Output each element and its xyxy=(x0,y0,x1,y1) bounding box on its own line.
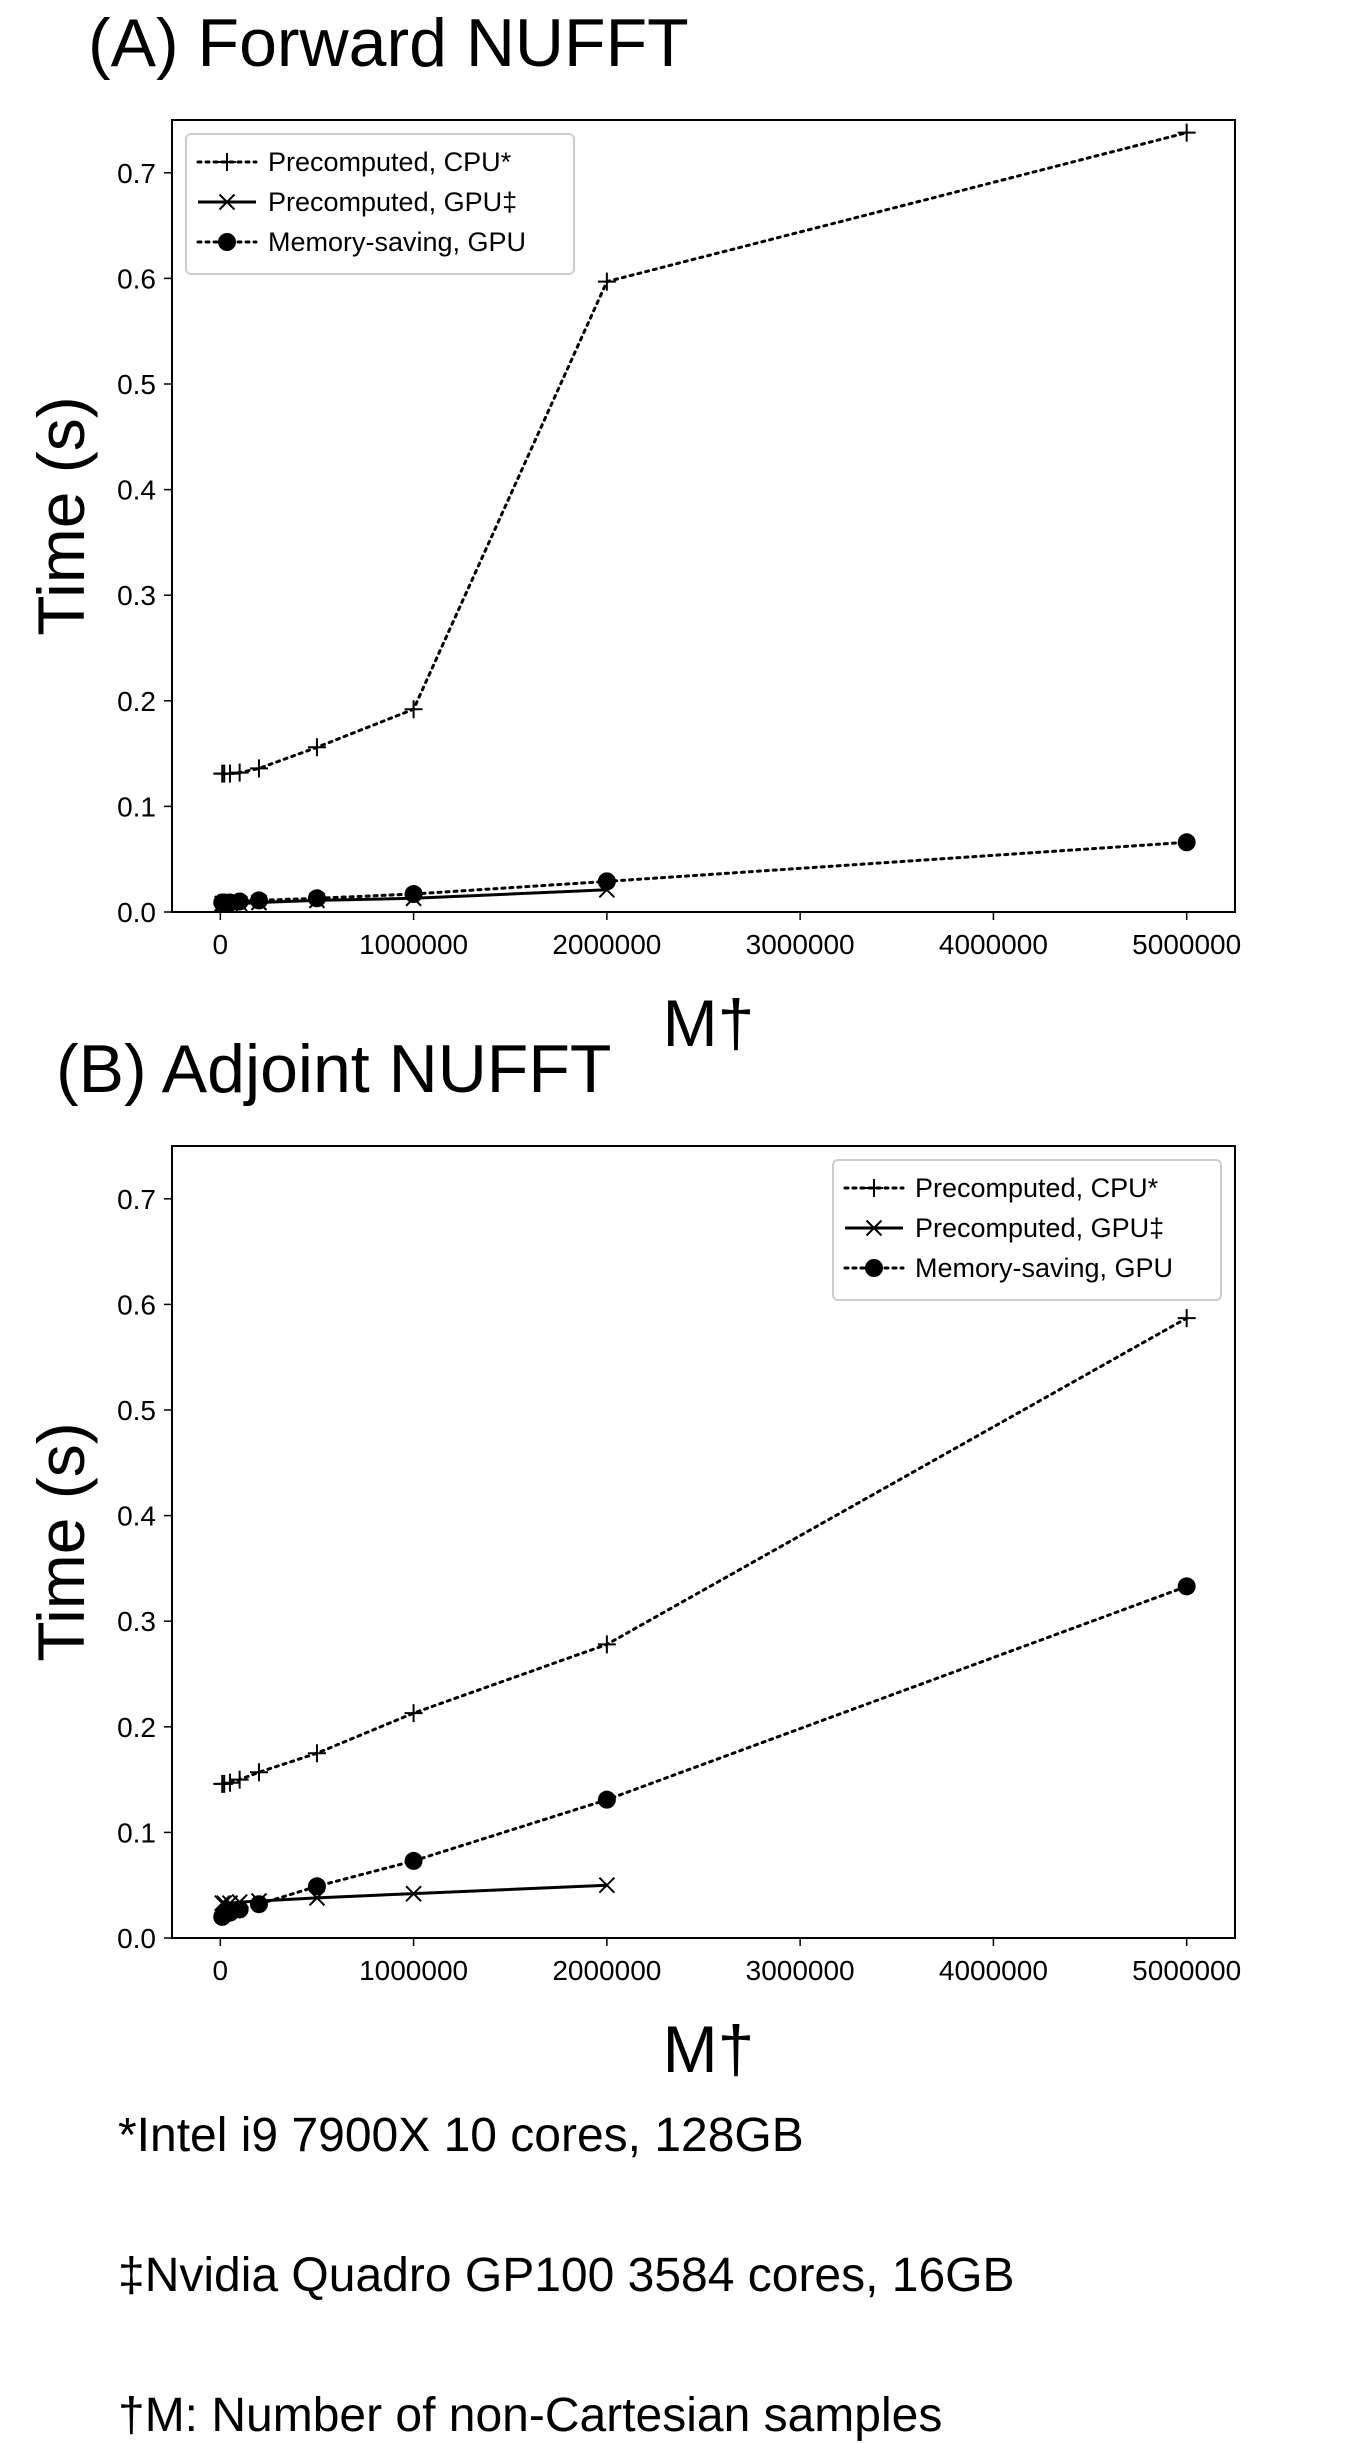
series-line xyxy=(220,1584,1189,1919)
legend-marker xyxy=(218,233,236,251)
series-plus xyxy=(213,1309,1196,1793)
data-point xyxy=(1177,1577,1196,1596)
data-point xyxy=(597,872,616,891)
data-point xyxy=(597,272,616,291)
data-point xyxy=(230,1770,249,1789)
legend-marker xyxy=(218,153,236,171)
y-tick-label: 0.6 xyxy=(117,1289,156,1320)
data-point xyxy=(404,885,423,904)
data-point xyxy=(307,1744,326,1763)
data-point xyxy=(307,738,326,757)
y-tick-label: 0.5 xyxy=(117,369,156,400)
data-point xyxy=(404,700,423,719)
series-line xyxy=(220,840,1189,904)
y-tick-label: 0.3 xyxy=(117,580,156,611)
data-point xyxy=(220,764,239,783)
x-tick-label: 1000000 xyxy=(359,929,468,960)
legend-marker xyxy=(865,1179,883,1197)
chart-title: (B) Adjoint NUFFT xyxy=(56,1031,611,1107)
data-point xyxy=(249,759,268,778)
data-point xyxy=(307,889,326,908)
plot-frame xyxy=(171,1145,1236,1939)
y-tick-label: 0.7 xyxy=(117,1184,156,1215)
data-point xyxy=(249,891,268,910)
x-tick-label: 2000000 xyxy=(552,1955,661,1986)
y-tick-label: 0.2 xyxy=(117,1712,156,1743)
data-point xyxy=(598,1876,616,1894)
y-tick-label: 0.5 xyxy=(117,1395,156,1426)
x-tick-label: 5000000 xyxy=(1132,1955,1241,1986)
series-circle xyxy=(213,1577,1196,1926)
data-point xyxy=(404,1851,423,1870)
legend-label: Precomputed, CPU* xyxy=(915,1173,1159,1203)
data-point xyxy=(230,892,249,911)
legend-label: Precomputed, GPU‡ xyxy=(915,1213,1164,1243)
x-axis-label: M† xyxy=(663,2012,755,2086)
y-tick-label: 0.1 xyxy=(117,791,156,822)
y-tick-label: 0.1 xyxy=(117,1817,156,1848)
legend-box xyxy=(185,133,575,275)
x-tick-label: 4000000 xyxy=(939,1955,1048,1986)
legend-box xyxy=(832,1159,1222,1301)
legend-marker xyxy=(865,1219,883,1237)
data-point xyxy=(249,1895,268,1914)
y-tick-label: 0.3 xyxy=(117,1606,156,1637)
y-tick-label: 0.7 xyxy=(117,158,156,189)
x-tick-label: 3000000 xyxy=(746,1955,855,1986)
data-point xyxy=(405,1885,422,1902)
series-x xyxy=(214,1876,616,1912)
data-point xyxy=(249,1763,268,1782)
chart-panel-b: (B) Adjoint NUFFT 0 1000000 2000000 3000000 4… xyxy=(24,1031,1241,2086)
legend-label: Precomputed, CPU* xyxy=(268,147,512,177)
chart-title: (A) Forward NUFFT xyxy=(88,5,689,81)
x-tick-label: 0 xyxy=(213,1955,229,1986)
y-axis-label: Time (s) xyxy=(24,396,98,636)
y-axis-label: Time (s) xyxy=(24,1422,98,1662)
footnote-gpu: ‡Nvidia Quadro GP100 3584 cores, 16GB xyxy=(118,2249,1015,2302)
footnote-m-definition: †M: Number of non-Cartesian samples xyxy=(118,2389,943,2442)
plot-frame xyxy=(171,119,1236,913)
y-tick-label: 0.4 xyxy=(117,475,156,506)
chart-panel-a: (A) Forward NUFFT 0 1000000 2000000 3000000 4… xyxy=(24,5,1241,1060)
x-tick-label: 0 xyxy=(213,929,229,960)
data-point xyxy=(404,1704,423,1723)
x-tick-label: 1000000 xyxy=(359,1955,468,1986)
x-tick-label: 4000000 xyxy=(939,929,1048,960)
y-tick-label: 0.0 xyxy=(117,1923,156,1954)
y-tick-label: 0.0 xyxy=(117,897,156,928)
y-tick-label: 0.6 xyxy=(117,263,156,294)
data-point xyxy=(1177,123,1196,142)
legend-label: Memory-saving, GPU xyxy=(915,1253,1173,1283)
legend: Precomputed, CPU* Precomputed, GPU‡ Memory… xyxy=(185,133,575,275)
y-tick-label: 0.4 xyxy=(117,1501,156,1532)
footnote-cpu: *Intel i9 7900X 10 cores, 128GB xyxy=(118,2109,804,2162)
y-tick-label: 0.2 xyxy=(117,686,156,717)
data-point xyxy=(597,1790,616,1809)
data-point xyxy=(230,763,249,782)
series-circle xyxy=(213,833,1196,912)
x-tick-label: 2000000 xyxy=(552,929,661,960)
x-tick-label: 5000000 xyxy=(1132,929,1241,960)
data-point xyxy=(220,1773,239,1792)
legend-label: Memory-saving, GPU xyxy=(268,227,526,257)
legend-marker xyxy=(218,193,236,211)
legend-label: Precomputed, GPU‡ xyxy=(268,187,517,217)
data-point xyxy=(230,1900,249,1919)
series-line xyxy=(220,1316,1189,1786)
legend-marker xyxy=(865,1259,883,1277)
data-point xyxy=(597,1635,616,1654)
series-plus xyxy=(213,123,1196,783)
legend: Precomputed, CPU* Precomputed, GPU‡ Memory… xyxy=(832,1159,1222,1301)
data-point xyxy=(307,1877,326,1896)
data-point xyxy=(1177,833,1196,852)
x-axis-label: M† xyxy=(663,986,755,1060)
x-tick-label: 3000000 xyxy=(746,929,855,960)
data-point xyxy=(1177,1309,1196,1328)
